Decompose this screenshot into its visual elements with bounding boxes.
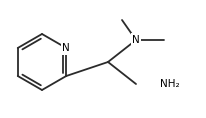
Text: N: N bbox=[62, 43, 70, 53]
Text: NH₂: NH₂ bbox=[160, 79, 180, 89]
Text: N: N bbox=[132, 35, 140, 45]
